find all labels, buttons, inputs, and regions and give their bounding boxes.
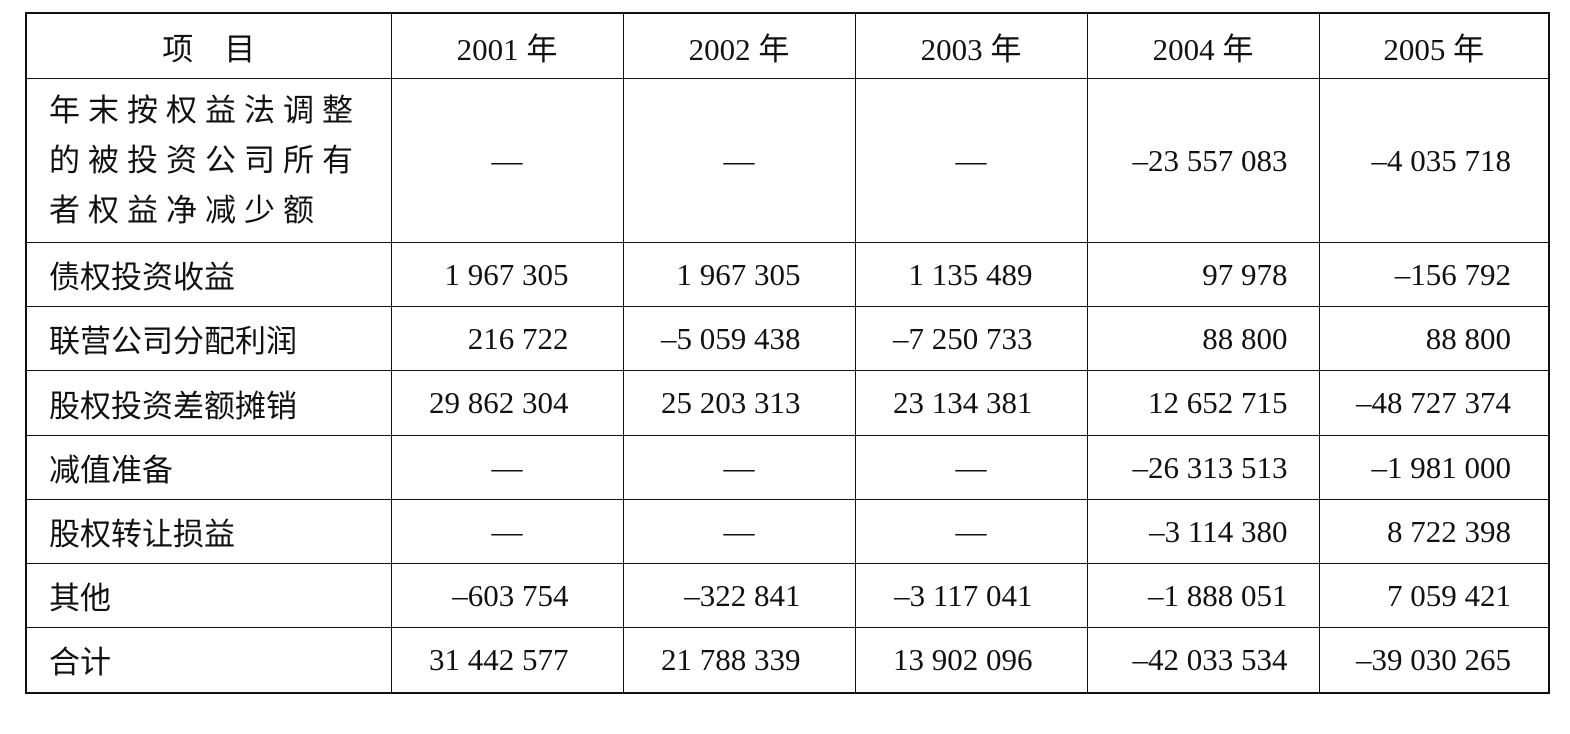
- cell: –23 557 083: [1086, 78, 1320, 243]
- header-cell: 2004 年: [1086, 12, 1320, 79]
- cell: –3 114 380: [1086, 499, 1320, 564]
- table-row: 合计 31 442 577 21 788 339 13 902 096 –42 033 …: [25, 627, 1550, 693]
- cell: 88 800: [1086, 306, 1320, 371]
- cell: –3 117 041: [854, 563, 1088, 628]
- row-label: 股权转让损益: [25, 499, 392, 564]
- cell: –5 059 438: [622, 306, 856, 371]
- cell: —: [622, 435, 856, 500]
- cell: –48 727 374: [1318, 370, 1550, 436]
- cell: –322 841: [622, 563, 856, 628]
- row-label: 减值准备: [25, 435, 392, 500]
- cell: –603 754: [390, 563, 624, 628]
- table-row: 股权转让损益 — — — –3 114 380 8 722 398: [25, 499, 1550, 564]
- cell: –26 313 513: [1086, 435, 1320, 500]
- row-label: 年末按权益法调整的被投资公司所有者权益净减少额: [25, 78, 392, 243]
- row-label: 联营公司分配利润: [25, 306, 392, 371]
- header-cell: 2001 年: [390, 12, 624, 79]
- header-cell: 2005 年: [1318, 12, 1550, 79]
- cell: —: [622, 499, 856, 564]
- cell: 25 203 313: [622, 370, 856, 436]
- cell: 21 788 339: [622, 627, 856, 693]
- table-row: 股权投资差额摊销 29 862 304 25 203 313 23 134 381 12…: [25, 370, 1550, 436]
- cell: –39 030 265: [1318, 627, 1550, 693]
- cell: –156 792: [1318, 242, 1550, 307]
- cell: 1 967 305: [622, 242, 856, 307]
- cell: –42 033 534: [1086, 627, 1320, 693]
- cell: 1 135 489: [854, 242, 1088, 307]
- cell: 7 059 421: [1318, 563, 1550, 628]
- cell: 29 862 304: [390, 370, 624, 436]
- cell: —: [390, 499, 624, 564]
- cell: 97 978: [1086, 242, 1320, 307]
- header-row: 项 目 2001 年 2002 年 2003 年 2004 年 2005 年: [25, 12, 1550, 79]
- header-cell: 项 目: [25, 12, 392, 79]
- table-row: 债权投资收益 1 967 305 1 967 305 1 135 489 97 978–…: [25, 242, 1550, 307]
- cell: –4 035 718: [1318, 78, 1550, 243]
- cell: 23 134 381: [854, 370, 1088, 436]
- table-row: 其他 –603 754 –322 841 –3 117 041 –1 888 051 7 …: [25, 563, 1550, 628]
- cell: —: [390, 435, 624, 500]
- cell: –7 250 733: [854, 306, 1088, 371]
- cell: 216 722: [390, 306, 624, 371]
- row-label: 合计: [25, 627, 392, 693]
- row-label: 其他: [25, 563, 392, 628]
- cell: 8 722 398: [1318, 499, 1550, 564]
- cell: —: [390, 78, 624, 243]
- cell: —: [854, 499, 1088, 564]
- cell: –1 981 000: [1318, 435, 1550, 500]
- header-cell: 2003 年: [854, 12, 1088, 79]
- cell: 1 967 305: [390, 242, 624, 307]
- cell: —: [622, 78, 856, 243]
- cell: —: [854, 435, 1088, 500]
- header-cell: 2002 年: [622, 12, 856, 79]
- cell: 12 652 715: [1086, 370, 1320, 436]
- cell: 88 800: [1318, 306, 1550, 371]
- table-row: 减值准备 — — — –26 313 513 –1 981 000: [25, 435, 1550, 500]
- table-row: 年末按权益法调整的被投资公司所有者权益净减少额 — — — –23 557 083 –4 …: [25, 78, 1550, 243]
- row-label: 债权投资收益: [25, 242, 392, 307]
- cell: 31 442 577: [390, 627, 624, 693]
- cell: –1 888 051: [1086, 563, 1320, 628]
- row-label: 股权投资差额摊销: [25, 370, 392, 436]
- table-row: 联营公司分配利润 216 722 –5 059 438 –7 250 733 88 80…: [25, 306, 1550, 371]
- cell: —: [854, 78, 1088, 243]
- cell: 13 902 096: [854, 627, 1088, 693]
- data-table: 项 目 2001 年 2002 年 2003 年 2004 年 2005 年 年末按权益法…: [25, 12, 1550, 694]
